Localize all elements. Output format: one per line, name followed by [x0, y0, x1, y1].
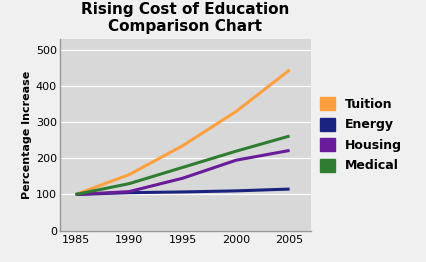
Energy [180, 190, 185, 194]
Line: Housing: Housing [76, 150, 290, 194]
Housing [233, 159, 239, 162]
Tuition [287, 68, 292, 72]
Medical [127, 182, 132, 185]
Tuition [127, 173, 132, 176]
Medical [287, 134, 292, 138]
Housing [287, 149, 292, 152]
Y-axis label: Percentage Increase: Percentage Increase [22, 71, 32, 199]
Energy [73, 193, 78, 196]
Tuition [180, 144, 185, 147]
Line: Medical: Medical [76, 136, 290, 194]
Energy [287, 188, 292, 191]
Medical [180, 166, 185, 169]
Medical [73, 193, 78, 196]
Medical [233, 150, 239, 153]
Housing [127, 190, 132, 193]
Energy [233, 189, 239, 192]
Tuition [233, 110, 239, 113]
Line: Energy: Energy [76, 189, 290, 194]
Legend: Tuition, Energy, Housing, Medical: Tuition, Energy, Housing, Medical [320, 97, 402, 172]
Housing [180, 177, 185, 180]
Housing [73, 193, 78, 196]
Energy [127, 191, 132, 194]
Line: Tuition: Tuition [76, 70, 290, 194]
Title: Rising Cost of Education
Comparison Chart: Rising Cost of Education Comparison Char… [81, 2, 290, 34]
Tuition [73, 193, 78, 196]
